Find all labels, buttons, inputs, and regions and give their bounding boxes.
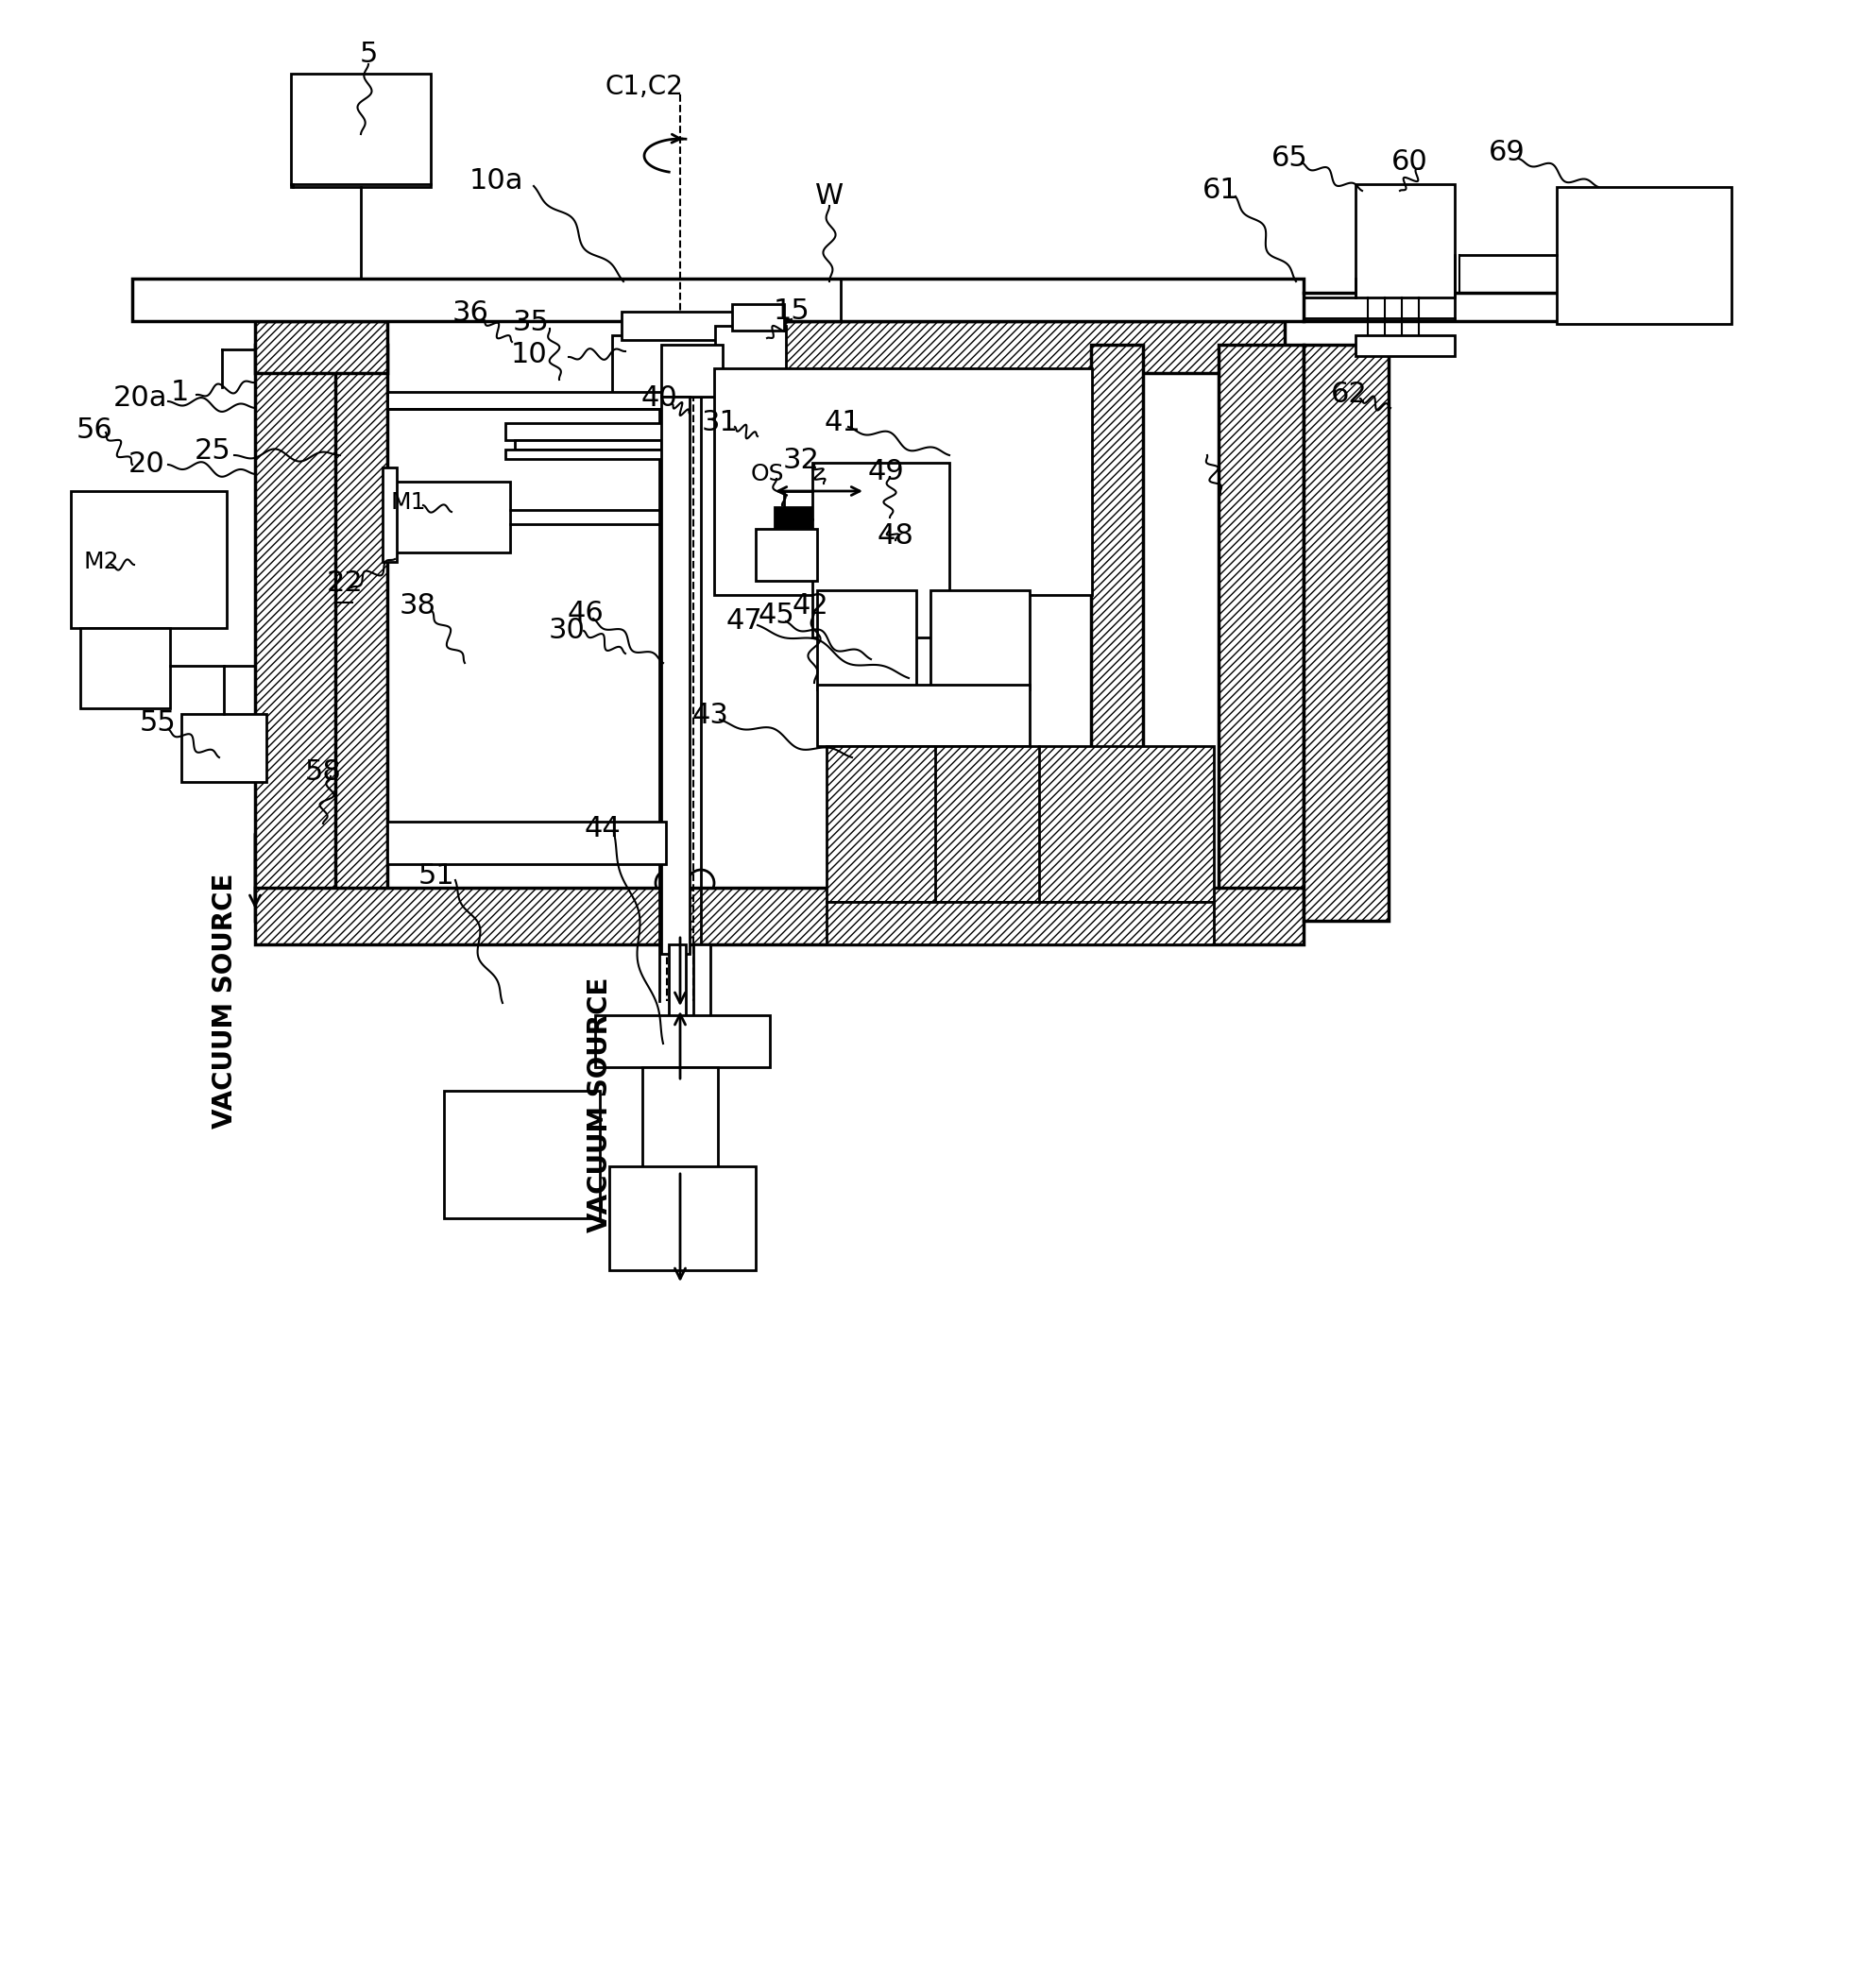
- Bar: [715, 368, 1092, 594]
- Bar: [386, 821, 666, 864]
- Text: 1: 1: [171, 378, 189, 405]
- Bar: [1356, 185, 1454, 298]
- Bar: [812, 463, 949, 638]
- Text: 30: 30: [548, 616, 585, 644]
- Bar: [621, 312, 739, 340]
- Bar: [827, 745, 1214, 902]
- Bar: [383, 467, 396, 562]
- Text: 69: 69: [1488, 139, 1525, 167]
- Bar: [612, 336, 749, 397]
- Bar: [386, 391, 666, 409]
- Text: 51: 51: [418, 862, 454, 890]
- Circle shape: [655, 870, 683, 896]
- Text: 22: 22: [326, 570, 364, 598]
- Bar: [291, 74, 431, 187]
- Text: 46: 46: [567, 600, 604, 628]
- Text: 61: 61: [1203, 177, 1238, 205]
- Bar: [756, 529, 818, 580]
- Bar: [336, 344, 386, 920]
- Bar: [131, 278, 1304, 322]
- Bar: [719, 322, 1285, 374]
- Bar: [715, 326, 786, 387]
- Text: M1: M1: [390, 491, 426, 515]
- Text: 40: 40: [642, 385, 677, 411]
- Bar: [610, 1166, 756, 1270]
- Bar: [694, 944, 711, 1115]
- Text: W: W: [816, 183, 844, 211]
- Text: VACUUM SOURCE: VACUUM SOURCE: [587, 978, 613, 1232]
- Bar: [81, 628, 171, 707]
- Bar: [827, 902, 1214, 944]
- Bar: [255, 322, 386, 374]
- Bar: [445, 1091, 600, 1218]
- Text: C1,C2: C1,C2: [606, 74, 683, 99]
- Text: 43: 43: [692, 701, 728, 729]
- Text: 41: 41: [824, 409, 861, 435]
- Bar: [1219, 344, 1304, 920]
- Bar: [642, 1067, 719, 1170]
- Text: 55: 55: [139, 709, 176, 735]
- Bar: [732, 304, 784, 330]
- Text: 48: 48: [878, 523, 914, 550]
- Text: 5: 5: [358, 42, 377, 68]
- Text: 32: 32: [782, 447, 820, 475]
- Text: 31: 31: [702, 409, 737, 435]
- Text: 42: 42: [792, 592, 829, 620]
- Text: 20a: 20a: [113, 385, 167, 411]
- Text: 49: 49: [869, 459, 904, 487]
- Text: M2: M2: [83, 550, 118, 572]
- Bar: [595, 1015, 769, 1067]
- Circle shape: [688, 870, 715, 896]
- Bar: [1092, 344, 1142, 920]
- Bar: [255, 888, 1304, 944]
- Text: 20: 20: [128, 451, 165, 479]
- Bar: [71, 491, 227, 628]
- Text: 35: 35: [512, 310, 550, 336]
- Bar: [255, 344, 340, 920]
- Bar: [660, 344, 722, 397]
- Text: 47: 47: [726, 608, 764, 636]
- Text: 65: 65: [1272, 145, 1308, 173]
- Bar: [668, 944, 687, 1115]
- Text: 60: 60: [1392, 149, 1428, 177]
- Text: 45: 45: [758, 602, 795, 630]
- Text: VACUUM SOURCE: VACUUM SOURCE: [212, 874, 238, 1129]
- Text: OS: OS: [750, 463, 784, 485]
- Bar: [505, 449, 666, 459]
- Text: 58: 58: [304, 759, 341, 787]
- Text: 38: 38: [400, 592, 435, 620]
- Text: 25: 25: [195, 437, 231, 465]
- Text: 36: 36: [452, 300, 490, 328]
- Text: 44: 44: [583, 815, 621, 842]
- Text: 10a: 10a: [469, 167, 523, 195]
- Bar: [514, 439, 660, 449]
- Bar: [818, 590, 915, 689]
- Bar: [1356, 336, 1454, 356]
- Bar: [818, 686, 1030, 745]
- Bar: [1304, 344, 1388, 920]
- Text: 15: 15: [773, 298, 810, 326]
- Bar: [930, 590, 1030, 689]
- Bar: [505, 423, 666, 439]
- Bar: [1557, 187, 1732, 324]
- Bar: [182, 713, 266, 783]
- Bar: [775, 507, 865, 535]
- Text: 10: 10: [510, 340, 548, 368]
- Bar: [392, 481, 510, 552]
- Text: 56: 56: [77, 415, 113, 443]
- Bar: [660, 397, 690, 954]
- Text: 62: 62: [1330, 382, 1368, 409]
